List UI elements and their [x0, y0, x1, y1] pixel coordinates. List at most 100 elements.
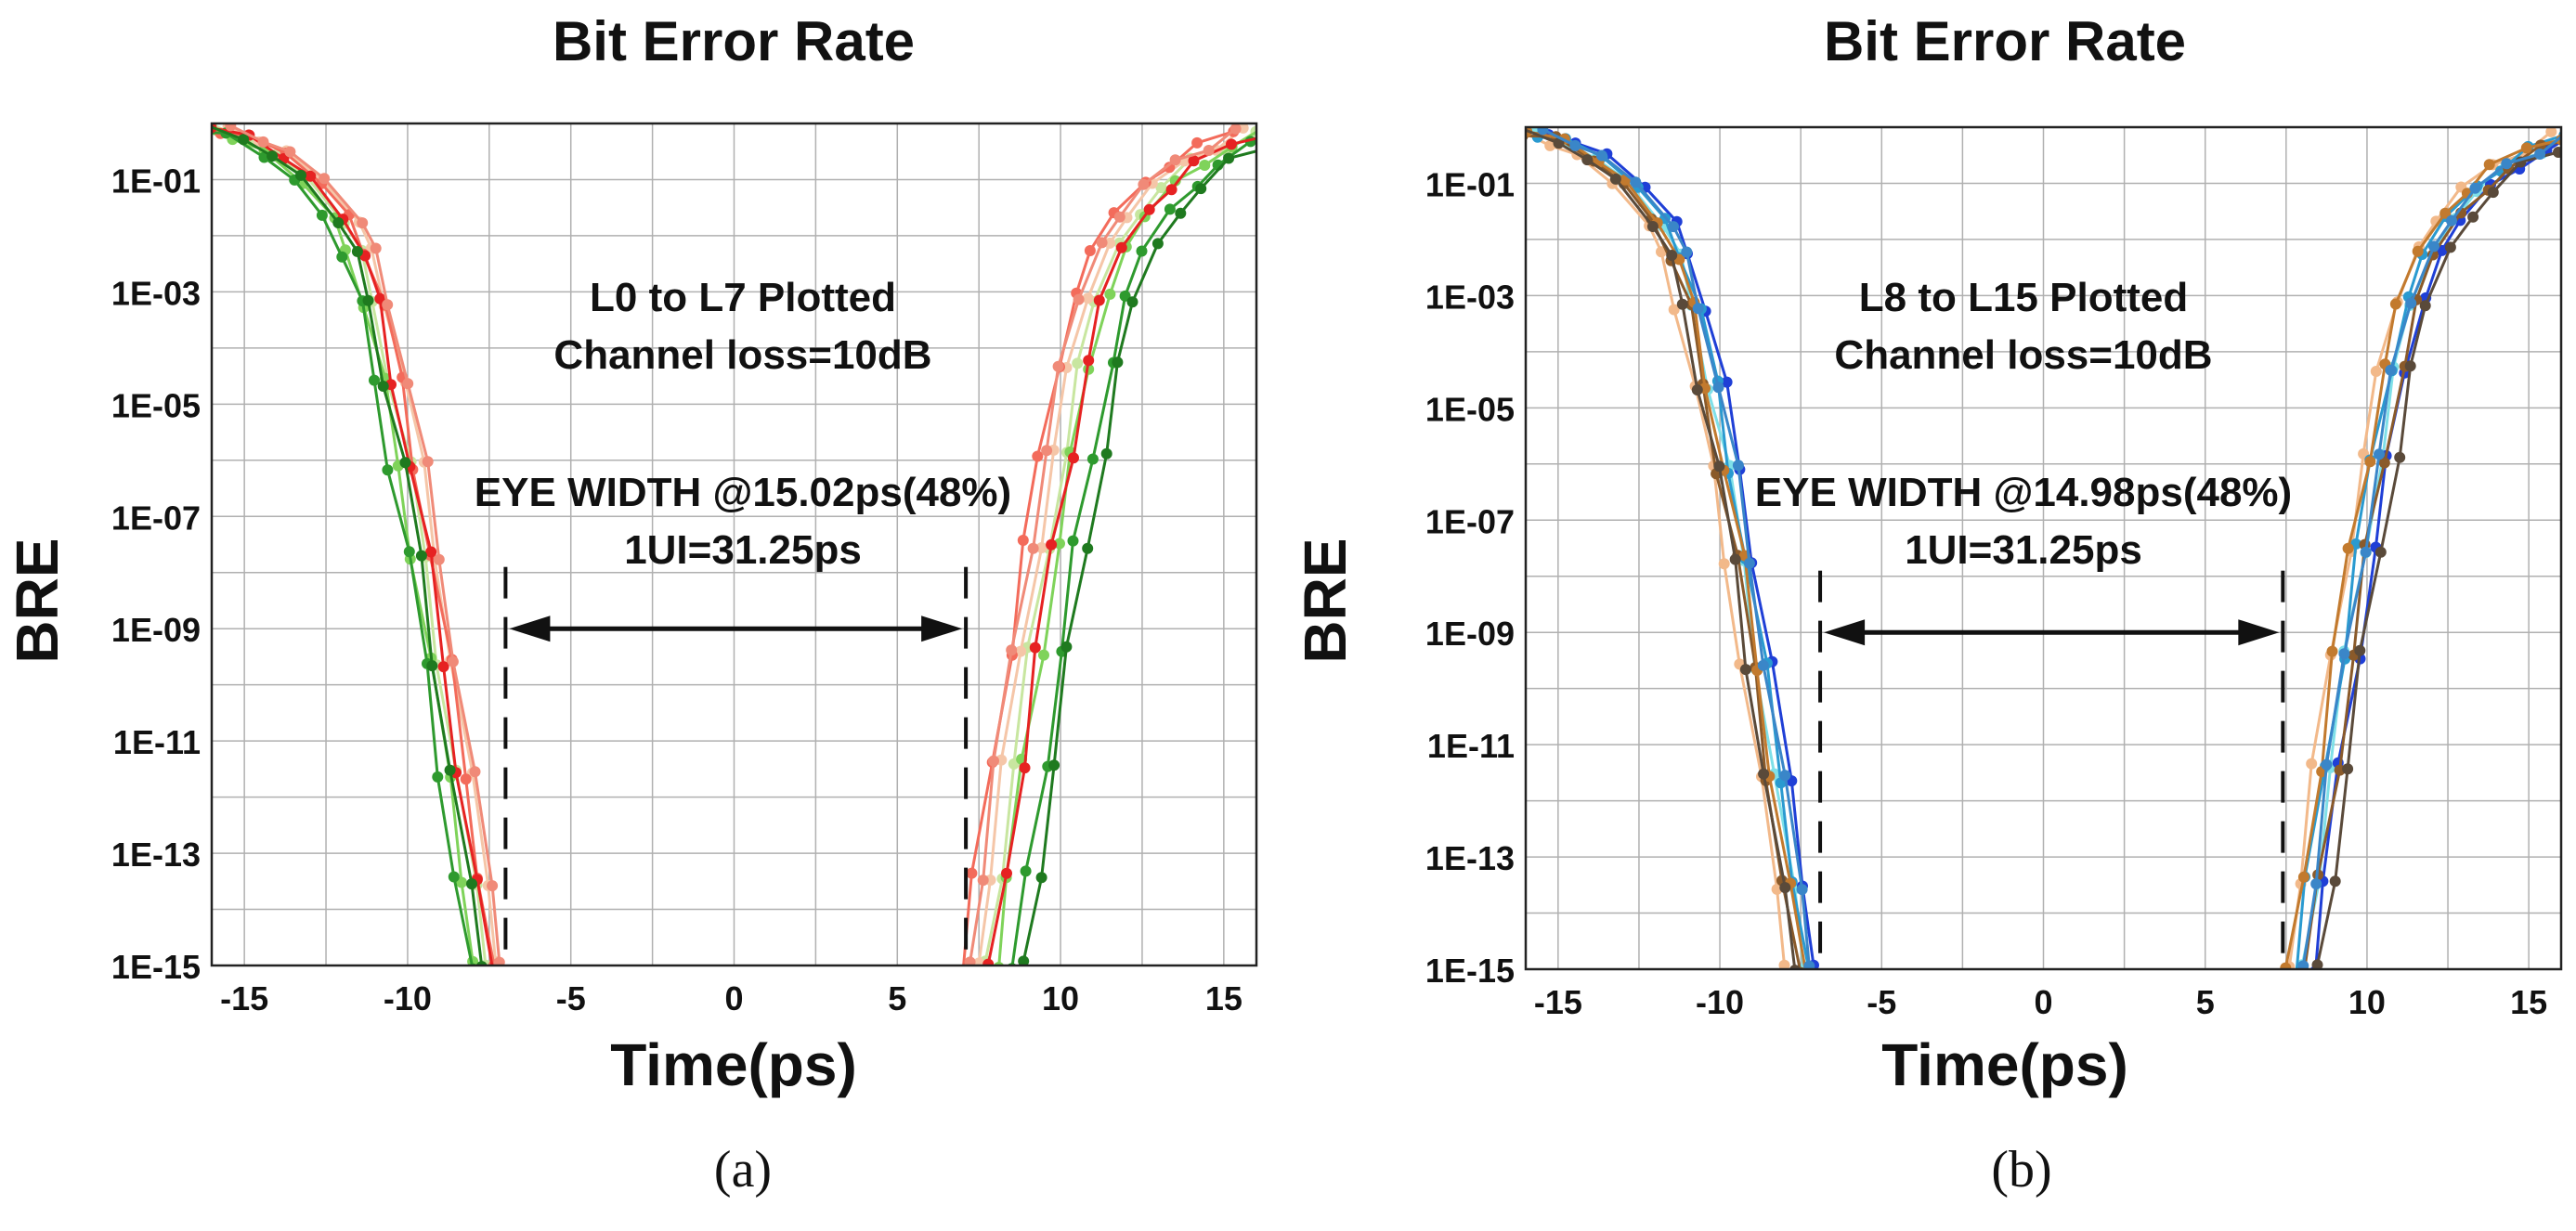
data-point: [433, 553, 445, 565]
data-point: [1084, 245, 1096, 256]
data-point: [2321, 758, 2333, 771]
data-point: [2306, 758, 2318, 770]
arrow-head-right: [921, 616, 963, 642]
data-point: [1048, 759, 1060, 771]
data-point: [437, 661, 449, 673]
data-point: [469, 766, 481, 778]
data-point: [2354, 644, 2366, 656]
plot-area: [1514, 124, 2576, 969]
data-point: [2385, 364, 2397, 376]
data-point: [1188, 155, 1200, 167]
data-point: [1083, 355, 1095, 367]
data-point: [1086, 453, 1099, 465]
data-point: [447, 655, 459, 667]
series-line-L14-left: [1526, 128, 1797, 969]
data-point: [1569, 139, 1581, 151]
data-point: [238, 134, 250, 146]
data-point: [2419, 300, 2431, 312]
data-point: [1681, 246, 1693, 258]
data-point: [403, 546, 415, 558]
x-axis-label-b: Time(ps): [1881, 1031, 2128, 1098]
data-point: [200, 125, 211, 136]
data-point: [1035, 872, 1047, 884]
data-point: [1082, 542, 1094, 554]
data-point: [305, 170, 317, 182]
data-point: [2444, 241, 2456, 253]
plot-frame: [1524, 125, 2563, 971]
data-point: [1779, 882, 1791, 894]
data-point: [2360, 546, 2372, 558]
data-point: [1018, 955, 1030, 965]
annotation-plotted-label-a: L0 to L7 Plotted: [590, 275, 896, 320]
data-point: [2374, 448, 2385, 460]
data-point: [1666, 250, 1678, 261]
data-point: [432, 771, 444, 783]
data-point: [1796, 884, 1808, 896]
data-point: [1195, 183, 1207, 195]
data-point: [425, 546, 437, 558]
data-point: [1713, 460, 1725, 473]
data-point: [1104, 237, 1116, 249]
data-point: [1035, 542, 1047, 553]
arrow-head-left: [509, 616, 551, 642]
data-point: [1126, 296, 1138, 308]
x-tick-label: 5: [888, 979, 906, 1017]
data-point: [2364, 456, 2376, 468]
data-point: [2571, 126, 2576, 137]
series-line-L7-left: [229, 124, 501, 963]
data-point: [1006, 644, 1018, 656]
data-point: [201, 119, 212, 130]
y-tick-label: 1E-05: [1425, 390, 1515, 428]
chart-panel-a: 1E-01 1E-03 1E-05 1E-07 1E-09 1E-11 1E-13 1E-15…: [4, 10, 1258, 1199]
data-point: [1757, 659, 1769, 671]
data-point: [1203, 145, 1215, 156]
data-point: [2311, 959, 2323, 969]
y-tick-label: 1E-05: [111, 386, 201, 424]
data-point: [2280, 962, 2292, 969]
data-point: [2370, 366, 2382, 377]
x-tick-label: 0: [2034, 983, 2052, 1021]
data-point: [1165, 184, 1177, 196]
y-tick-label: 1E-09: [1425, 615, 1515, 653]
data-point: [257, 136, 269, 148]
data-point: [295, 169, 306, 181]
data-point: [448, 871, 460, 883]
data-point: [1646, 221, 1659, 232]
x-tick-label: 0: [724, 979, 743, 1017]
data-point: [1169, 175, 1181, 187]
series-line-L5-right: [986, 136, 1256, 965]
data-point: [1041, 445, 1053, 457]
series-L15: [1537, 127, 2561, 969]
data-point: [377, 381, 389, 392]
y-tick-label: 1E-09: [111, 611, 201, 649]
data-point: [2297, 960, 2309, 969]
series-line-L14-right: [2316, 149, 2561, 965]
y-tick-label: 1E-11: [113, 723, 201, 761]
data-point: [2565, 130, 2576, 141]
data-point: [2405, 297, 2417, 309]
data-point: [966, 867, 978, 879]
data-point: [1151, 238, 1164, 250]
data-point: [2446, 214, 2457, 227]
data-point: [382, 299, 394, 311]
chart-svg-a: 1E-01 1E-03 1E-05 1E-07 1E-09 1E-11 1E-13 1E-15…: [111, 119, 1258, 1017]
data-point: [1068, 452, 1079, 464]
data-point: [1718, 558, 1730, 570]
data-point: [1758, 768, 1770, 780]
data-point: [2412, 245, 2424, 257]
data-point: [1743, 557, 1755, 569]
data-point: [370, 242, 382, 254]
data-point: [1668, 221, 1679, 233]
data-point: [319, 173, 331, 185]
data-point: [2389, 298, 2401, 310]
y-axis-label-b: BRE: [1292, 538, 1359, 664]
data-point: [1721, 376, 1733, 388]
y-tick-label: 1E-13: [1425, 839, 1515, 877]
data-point: [1514, 124, 1525, 136]
data-point: [1739, 664, 1751, 676]
data-point: [1544, 139, 1556, 151]
x-axis-label-a: Time(ps): [610, 1031, 857, 1098]
y-tick-label: 1E-07: [1425, 502, 1515, 540]
x-tick-label: -5: [1867, 983, 1896, 1021]
data-point: [1155, 182, 1167, 194]
